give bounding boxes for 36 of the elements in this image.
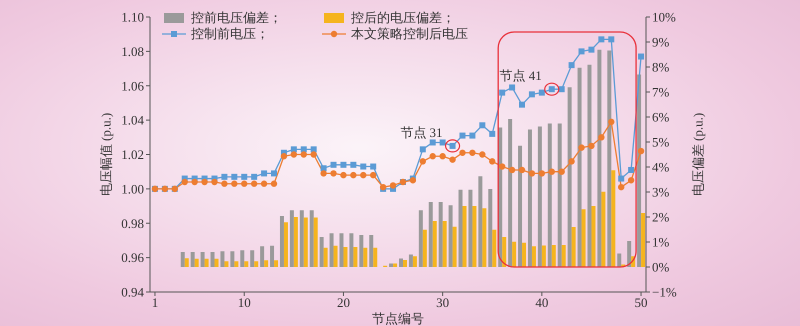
annotation: 节点 31	[400, 124, 443, 140]
y-tick-label: 1.06	[121, 78, 144, 94]
y2-tick-label: 5%	[652, 134, 670, 150]
legend-label: 本文策略控制后电压	[351, 26, 468, 41]
y2-tick-label: 2%	[652, 210, 670, 225]
y-tick-label: 1.04	[121, 112, 144, 128]
x-axis-title: 节点编号	[372, 311, 424, 326]
legend-label: 控制前电压；	[191, 26, 269, 41]
y2-tick-label: 6%	[652, 110, 670, 125]
x-tick-label: 20	[336, 295, 350, 310]
y-tick-label: 1.08	[121, 44, 144, 59]
y2-tick-label: 0%	[652, 260, 670, 275]
y2-tick-label: 10%	[652, 10, 676, 25]
x-tick-label: 30	[436, 295, 450, 310]
y-axis-title: 电压幅值 (p.u.)	[98, 112, 114, 196]
y2-tick-label: −1%	[652, 284, 677, 300]
annotation: 节点 41	[500, 68, 542, 84]
x-tick-label: 50	[634, 295, 648, 310]
y-tick-label: 1.00	[121, 181, 144, 196]
y2-tick-label: 8%	[652, 60, 670, 75]
y2-axis-title: 电压偏差 (p.u.)	[690, 112, 706, 196]
y2-tick-label: 3%	[652, 184, 670, 200]
legend-label: 控前电压偏差；	[191, 10, 282, 25]
y-tick-label: 0.96	[121, 250, 144, 266]
y-tick-label: 0.94	[121, 284, 144, 300]
x-tick-label: 1	[152, 295, 158, 310]
y-tick-label: 1.10	[121, 10, 144, 25]
x-tick-label: 10	[238, 295, 251, 310]
x-tick-label: 40	[535, 295, 548, 310]
y2-tick-label: 9%	[652, 34, 670, 50]
y2-tick-label: 7%	[652, 84, 670, 100]
y-tick-label: 0.98	[121, 216, 144, 231]
y2-tick-label: 1%	[652, 234, 670, 250]
y-tick-label: 1.02	[121, 147, 144, 162]
y2-tick-label: 4%	[652, 160, 670, 175]
legend-label: 控后的电压偏差；	[351, 10, 455, 25]
